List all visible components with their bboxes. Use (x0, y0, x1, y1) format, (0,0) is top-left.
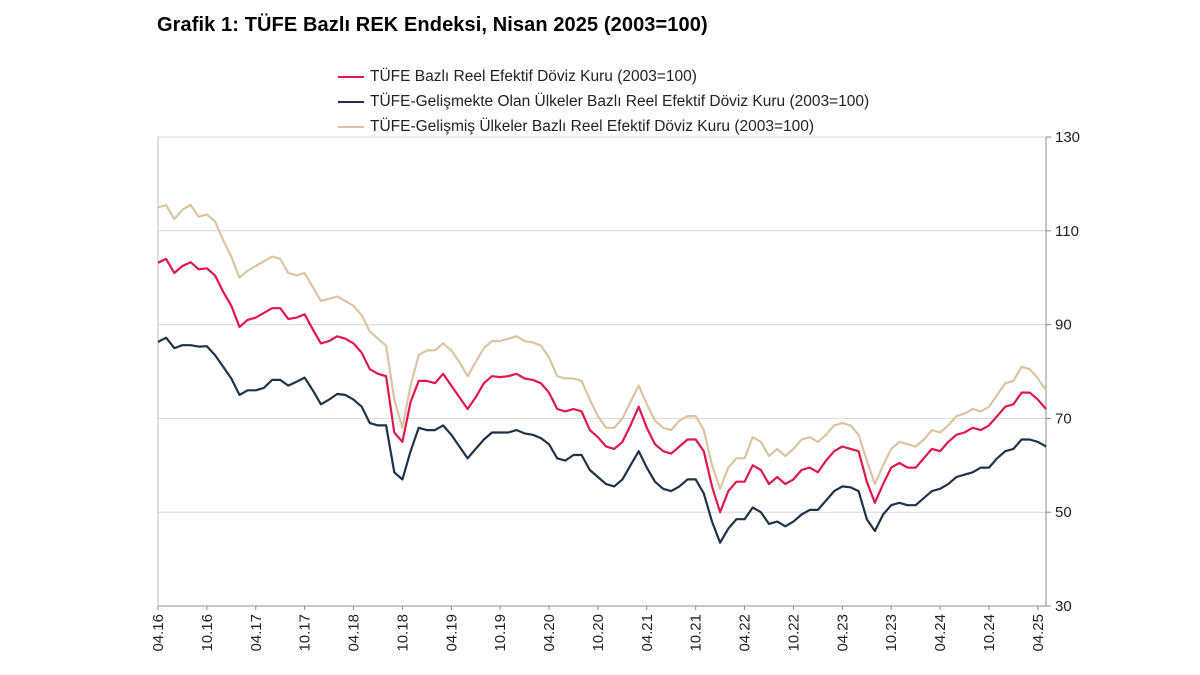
x-tick-label: 10.16 (199, 614, 216, 652)
x-tick-label: 10.18 (394, 614, 411, 652)
series-line-developing-rek (157, 336, 1047, 544)
y-tick-label: 130 (1055, 129, 1080, 146)
x-tick-label: 10.24 (981, 614, 998, 652)
legend-swatch-developing-rek (338, 100, 364, 103)
x-tick-label: 04.23 (834, 614, 851, 652)
series-lines (157, 203, 1047, 544)
y-tick-label: 110 (1055, 223, 1079, 240)
x-tick-label: 04.21 (639, 614, 656, 652)
x-tick-label: 10.23 (883, 614, 900, 652)
x-tick-label: 10.22 (785, 614, 802, 652)
x-tick-label: 04.20 (541, 614, 558, 652)
x-tick-label: 04.17 (248, 614, 265, 652)
series-line-developed-rek (157, 203, 1047, 490)
legend-label-developing-rek: TÜFE-Gelişmekte Olan Ülkeler Bazlı Reel … (370, 92, 870, 110)
legend-item-developing-rek: TÜFE-Gelişmekte Olan Ülkeler Bazlı Reel … (338, 89, 869, 114)
x-tick-label: 04.19 (443, 614, 460, 652)
legend-label-developed-rek: TÜFE-Gelişmiş Ülkeler Bazlı Reel Efektif… (370, 117, 815, 135)
y-tick-label: 70 (1055, 410, 1072, 427)
axes (157, 137, 1047, 607)
x-tick-label: 10.20 (590, 614, 607, 652)
x-tick-label: 04.25 (1030, 614, 1047, 652)
x-tick-label: 10.19 (492, 614, 509, 652)
legend-swatch-developed-rek (338, 125, 364, 128)
x-tick-label: 04.18 (346, 614, 363, 652)
x-tick-labels: 04.16 10.16 04.17 10.17 04.18 10.18 04.19 10.19… (150, 606, 1047, 652)
y-tick-label: 50 (1055, 504, 1072, 521)
y-tick-label: 90 (1055, 317, 1072, 334)
x-tick-label: 10.17 (297, 614, 314, 652)
x-tick-label: 04.16 (150, 614, 167, 652)
x-tick-label: 04.22 (737, 614, 754, 652)
y-tick-label: 30 (1055, 598, 1072, 615)
legend-item-tufe-rek: TÜFE Bazlı Reel Efektif Döviz Kuru (2003… (338, 64, 869, 89)
x-tick-label: 04.24 (932, 614, 949, 652)
legend-label-tufe-rek: TÜFE Bazlı Reel Efektif Döviz Kuru (2003… (370, 67, 697, 85)
gridlines (158, 136, 1051, 607)
y-tick-labels: 30 50 70 90 110 130 (1055, 129, 1080, 615)
chart-title: Grafik 1: TÜFE Bazlı REK Endeksi, Nisan … (157, 14, 708, 36)
legend: TÜFE Bazlı Reel Efektif Döviz Kuru (2003… (338, 64, 869, 139)
legend-swatch-tufe-rek (338, 75, 364, 78)
x-tick-label: 10.21 (688, 614, 705, 652)
legend-item-developed-rek: TÜFE-Gelişmiş Ülkeler Bazlı Reel Efektif… (338, 114, 869, 139)
series-line-tufe-rek (157, 257, 1047, 514)
